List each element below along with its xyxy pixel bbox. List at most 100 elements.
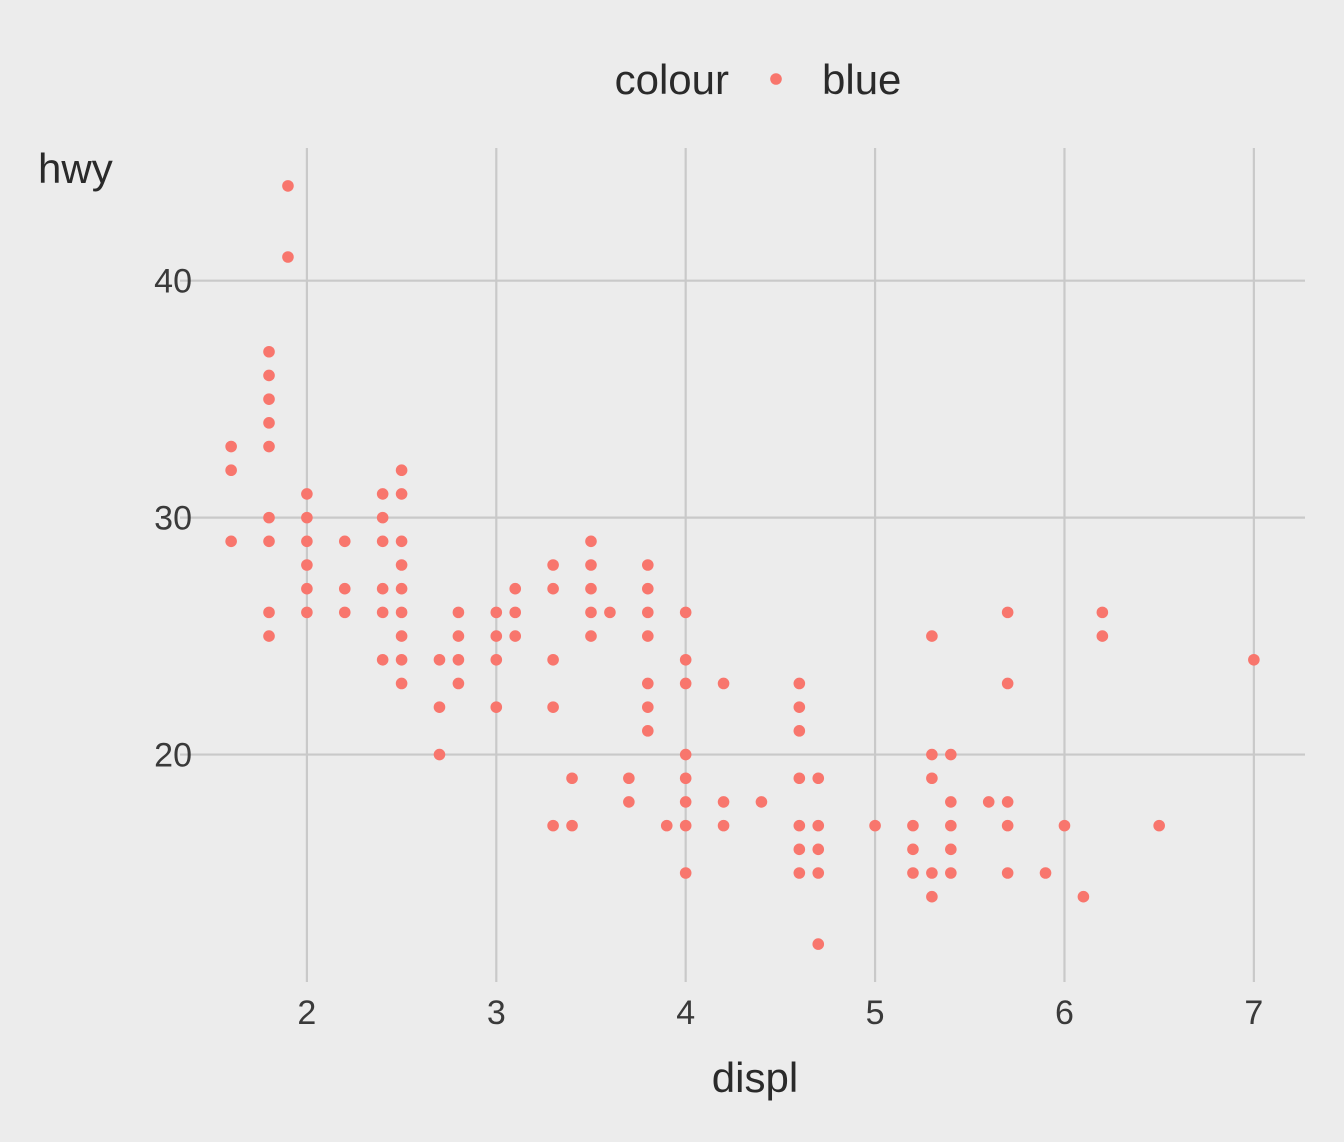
data-point bbox=[642, 677, 654, 690]
data-point bbox=[376, 653, 389, 666]
data-point bbox=[869, 819, 881, 832]
x-tick-labels: 2 3 4 5 6 7 bbox=[297, 994, 1263, 1032]
y-axis-title: hwy bbox=[38, 145, 113, 192]
data-point bbox=[433, 748, 446, 761]
data-point bbox=[926, 748, 938, 761]
data-point bbox=[926, 630, 938, 642]
data-point bbox=[452, 606, 465, 619]
data-point bbox=[793, 867, 806, 879]
data-point bbox=[945, 843, 957, 856]
data-point bbox=[263, 535, 275, 548]
data-point bbox=[679, 867, 692, 879]
data-point bbox=[490, 701, 503, 713]
x-tick-label: 6 bbox=[1055, 994, 1074, 1032]
data-point bbox=[679, 606, 692, 619]
data-point bbox=[395, 488, 408, 500]
data-point bbox=[1096, 606, 1109, 619]
data-point bbox=[263, 511, 275, 524]
data-point bbox=[433, 701, 446, 713]
data-point bbox=[717, 819, 730, 832]
data-point bbox=[945, 819, 957, 832]
data-point bbox=[263, 630, 275, 642]
x-tick-label: 4 bbox=[676, 994, 695, 1032]
data-point bbox=[945, 867, 957, 879]
data-point bbox=[301, 488, 313, 500]
data-point bbox=[395, 582, 408, 595]
data-point bbox=[263, 606, 275, 619]
data-point bbox=[907, 819, 919, 832]
data-point bbox=[585, 535, 597, 548]
data-point bbox=[547, 582, 559, 595]
data-point bbox=[376, 488, 389, 500]
data-point bbox=[395, 464, 408, 477]
data-point bbox=[490, 630, 503, 642]
data-point bbox=[642, 606, 654, 619]
data-point bbox=[642, 630, 654, 642]
data-point bbox=[1096, 630, 1109, 642]
data-point bbox=[433, 653, 446, 666]
data-point bbox=[679, 677, 692, 690]
data-point bbox=[282, 180, 294, 192]
data-point bbox=[926, 867, 938, 879]
data-point bbox=[679, 796, 692, 808]
data-point bbox=[1001, 796, 1014, 808]
x-tick-label: 2 bbox=[297, 994, 316, 1032]
data-point bbox=[982, 796, 995, 808]
legend-title: colour bbox=[615, 56, 729, 103]
data-point bbox=[604, 606, 616, 619]
data-point bbox=[395, 653, 408, 666]
data-point bbox=[301, 511, 313, 524]
y-tick-label: 30 bbox=[154, 500, 192, 538]
data-point bbox=[1058, 819, 1071, 832]
data-point bbox=[376, 606, 389, 619]
data-point bbox=[490, 606, 503, 619]
data-point bbox=[452, 653, 465, 666]
data-point bbox=[755, 796, 768, 808]
data-point bbox=[1001, 867, 1014, 879]
data-point bbox=[679, 819, 692, 832]
data-point bbox=[926, 890, 938, 903]
data-point bbox=[926, 772, 938, 785]
data-point bbox=[509, 606, 522, 619]
data-point bbox=[338, 582, 351, 595]
data-point bbox=[793, 677, 806, 690]
y-tick-label: 20 bbox=[154, 737, 192, 775]
data-point bbox=[566, 819, 578, 832]
data-point bbox=[717, 796, 730, 808]
data-point bbox=[490, 653, 503, 666]
data-point bbox=[812, 867, 825, 879]
data-point bbox=[1039, 867, 1052, 879]
data-point bbox=[263, 393, 275, 405]
y-tick-labels: 20 30 40 bbox=[154, 263, 192, 775]
x-tick-label: 7 bbox=[1244, 994, 1263, 1032]
data-point bbox=[547, 819, 559, 832]
data-point bbox=[1153, 819, 1165, 832]
data-point bbox=[793, 725, 806, 737]
data-point bbox=[395, 535, 408, 548]
data-point bbox=[376, 511, 389, 524]
data-point bbox=[301, 606, 313, 619]
data-point bbox=[376, 535, 389, 548]
grid-lines bbox=[180, 148, 1305, 982]
data-point bbox=[585, 582, 597, 595]
data-point bbox=[509, 630, 522, 642]
data-point bbox=[907, 843, 919, 856]
data-point bbox=[642, 725, 654, 737]
x-tick-label: 3 bbox=[487, 994, 506, 1032]
x-tick-label: 5 bbox=[866, 994, 885, 1032]
data-point bbox=[642, 582, 654, 595]
data-point bbox=[1001, 819, 1014, 832]
data-point bbox=[225, 535, 237, 548]
data-point bbox=[1001, 677, 1014, 690]
legend-key-point bbox=[770, 73, 782, 85]
data-point bbox=[623, 796, 635, 808]
data-point bbox=[225, 440, 237, 453]
data-point bbox=[547, 559, 559, 571]
data-point bbox=[395, 606, 408, 619]
y-tick-label: 40 bbox=[154, 263, 192, 301]
legend-entry-label: blue bbox=[822, 56, 901, 103]
data-point bbox=[225, 464, 237, 477]
data-point bbox=[585, 559, 597, 571]
data-point bbox=[376, 582, 389, 595]
